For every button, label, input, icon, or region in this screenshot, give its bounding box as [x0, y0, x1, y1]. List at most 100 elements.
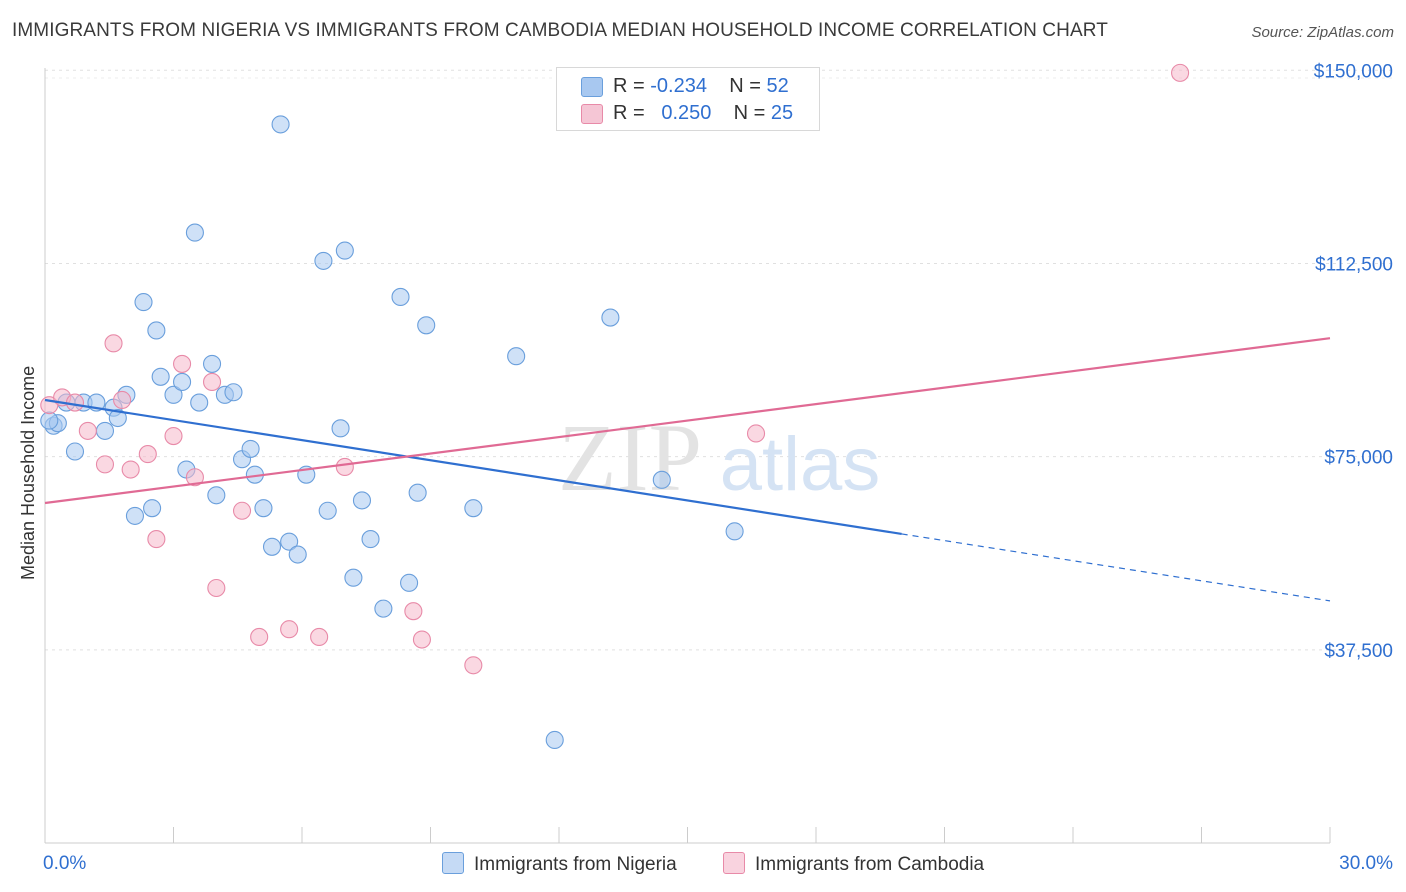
legend-n-label: N = — [729, 75, 761, 97]
cambodia-point — [207, 578, 226, 598]
y-tick-label: $112,500 — [1315, 254, 1393, 275]
nigeria-point — [254, 499, 273, 518]
data-points — [40, 63, 1190, 750]
y-tick-label: $75,000 — [1324, 448, 1393, 469]
legend-n-value: 52 — [766, 75, 789, 97]
nigeria-point — [271, 115, 290, 134]
cambodia-point — [1171, 63, 1190, 82]
watermark-atlas: atlas — [720, 422, 881, 507]
nigeria-trend-extension — [901, 533, 1331, 602]
x-tick-label: 0.0% — [43, 853, 86, 874]
nigeria-point — [464, 499, 483, 518]
nigeria-point — [344, 568, 363, 587]
cambodia-point — [250, 627, 269, 646]
nigeria-point — [262, 537, 282, 556]
nigeria-point — [224, 383, 243, 402]
nigeria-point — [280, 532, 299, 551]
nigeria-point — [207, 486, 226, 505]
cambodia-point — [173, 354, 192, 373]
cambodia-point — [412, 630, 431, 649]
nigeria-point — [507, 347, 526, 366]
cambodia-point — [104, 334, 123, 353]
cambodia-point — [121, 460, 140, 479]
y-tick-label: $37,500 — [1324, 641, 1393, 662]
cambodia-point — [113, 390, 132, 410]
bottom-legend-cambodia: Immigrants from Cambodia — [723, 852, 984, 876]
nigeria-point — [352, 491, 372, 510]
legend-n-label: N = — [733, 102, 766, 124]
cambodia-swatch — [581, 104, 603, 124]
nigeria-point — [203, 354, 222, 373]
nigeria-point — [241, 439, 260, 458]
nigeria-point — [65, 442, 85, 461]
nigeria-point — [151, 367, 170, 386]
cambodia-point — [138, 445, 157, 464]
tick-labels: $37,500 $75,000 $112,500 $150,000 0.0% 30.0% — [43, 61, 1393, 874]
nigeria-swatch — [581, 77, 603, 97]
legend-r-label: R = — [613, 75, 645, 97]
chart-title: IMMIGRANTS FROM NIGERIA VS IMMIGRANTS FR… — [12, 20, 1108, 41]
nigeria-point — [408, 483, 427, 502]
nigeria-point — [190, 393, 209, 412]
watermark: ZIP atlas — [558, 404, 880, 511]
nigeria-point — [108, 408, 127, 428]
grid-lines — [45, 69, 1395, 651]
nigeria-point — [40, 411, 59, 430]
cambodia-point — [78, 421, 97, 440]
nigeria-point — [314, 251, 333, 270]
nigeria-point — [361, 530, 380, 549]
cambodia-point — [335, 457, 354, 477]
nigeria-point — [335, 241, 354, 260]
chart-source: Source: ZipAtlas.com — [1251, 24, 1394, 41]
nigeria-point — [331, 419, 350, 438]
nigeria-point — [125, 506, 144, 525]
cambodia-point — [203, 372, 222, 392]
cambodia-trend-line — [44, 337, 1331, 505]
nigeria-point — [95, 421, 115, 440]
nigeria-point — [725, 522, 744, 541]
axes — [44, 68, 1331, 844]
nigeria-point — [185, 223, 204, 242]
nigeria-legend-swatch — [442, 852, 464, 874]
bottom-legend-nigeria: Immigrants from Nigeria — [442, 852, 677, 876]
cambodia-point — [95, 455, 115, 474]
nigeria-point — [318, 501, 337, 520]
watermark-zip: ZIP — [558, 404, 702, 511]
cambodia-point — [404, 602, 423, 621]
cambodia-point — [147, 530, 166, 549]
y-tick-label: $150,000 — [1314, 61, 1393, 82]
legend-r-value: 0.250 — [661, 102, 712, 124]
legend-r-value: -0.234 — [650, 75, 707, 97]
nigeria-point — [391, 287, 410, 307]
trend-lines — [44, 337, 1331, 602]
nigeria-legend-label: Immigrants from Nigeria — [474, 854, 677, 875]
nigeria-point — [134, 293, 153, 312]
nigeria-trend-line — [44, 398, 902, 536]
nigeria-point — [601, 308, 620, 327]
nigeria-point — [173, 372, 192, 392]
cambodia-point — [464, 656, 483, 675]
cambodia-point — [746, 424, 766, 443]
cambodia-point — [185, 468, 204, 487]
legend-n-value: 25 — [770, 102, 794, 124]
cambodia-legend-label: Immigrants from Cambodia — [755, 854, 985, 875]
nigeria-point — [147, 321, 166, 340]
nigeria-point — [400, 573, 419, 592]
cambodia-point — [164, 426, 183, 446]
nigeria-point — [164, 385, 183, 404]
nigeria-point — [288, 545, 307, 564]
nigeria-point — [652, 470, 671, 489]
cambodia-point — [280, 620, 299, 639]
nigeria-point — [417, 316, 436, 335]
cambodia-point — [65, 393, 85, 412]
nigeria-point — [374, 599, 393, 618]
cambodia-legend-swatch — [723, 852, 745, 874]
cambodia-point — [232, 501, 252, 520]
legend-r-label: R = — [613, 102, 645, 124]
nigeria-point — [545, 730, 564, 750]
cambodia-point — [310, 627, 329, 646]
nigeria-point — [143, 499, 162, 518]
x-tick-label: 30.0% — [1339, 853, 1393, 874]
correlation-legend: R = -0.234 N = 52 R = 0.250 N = 25 — [556, 67, 820, 131]
